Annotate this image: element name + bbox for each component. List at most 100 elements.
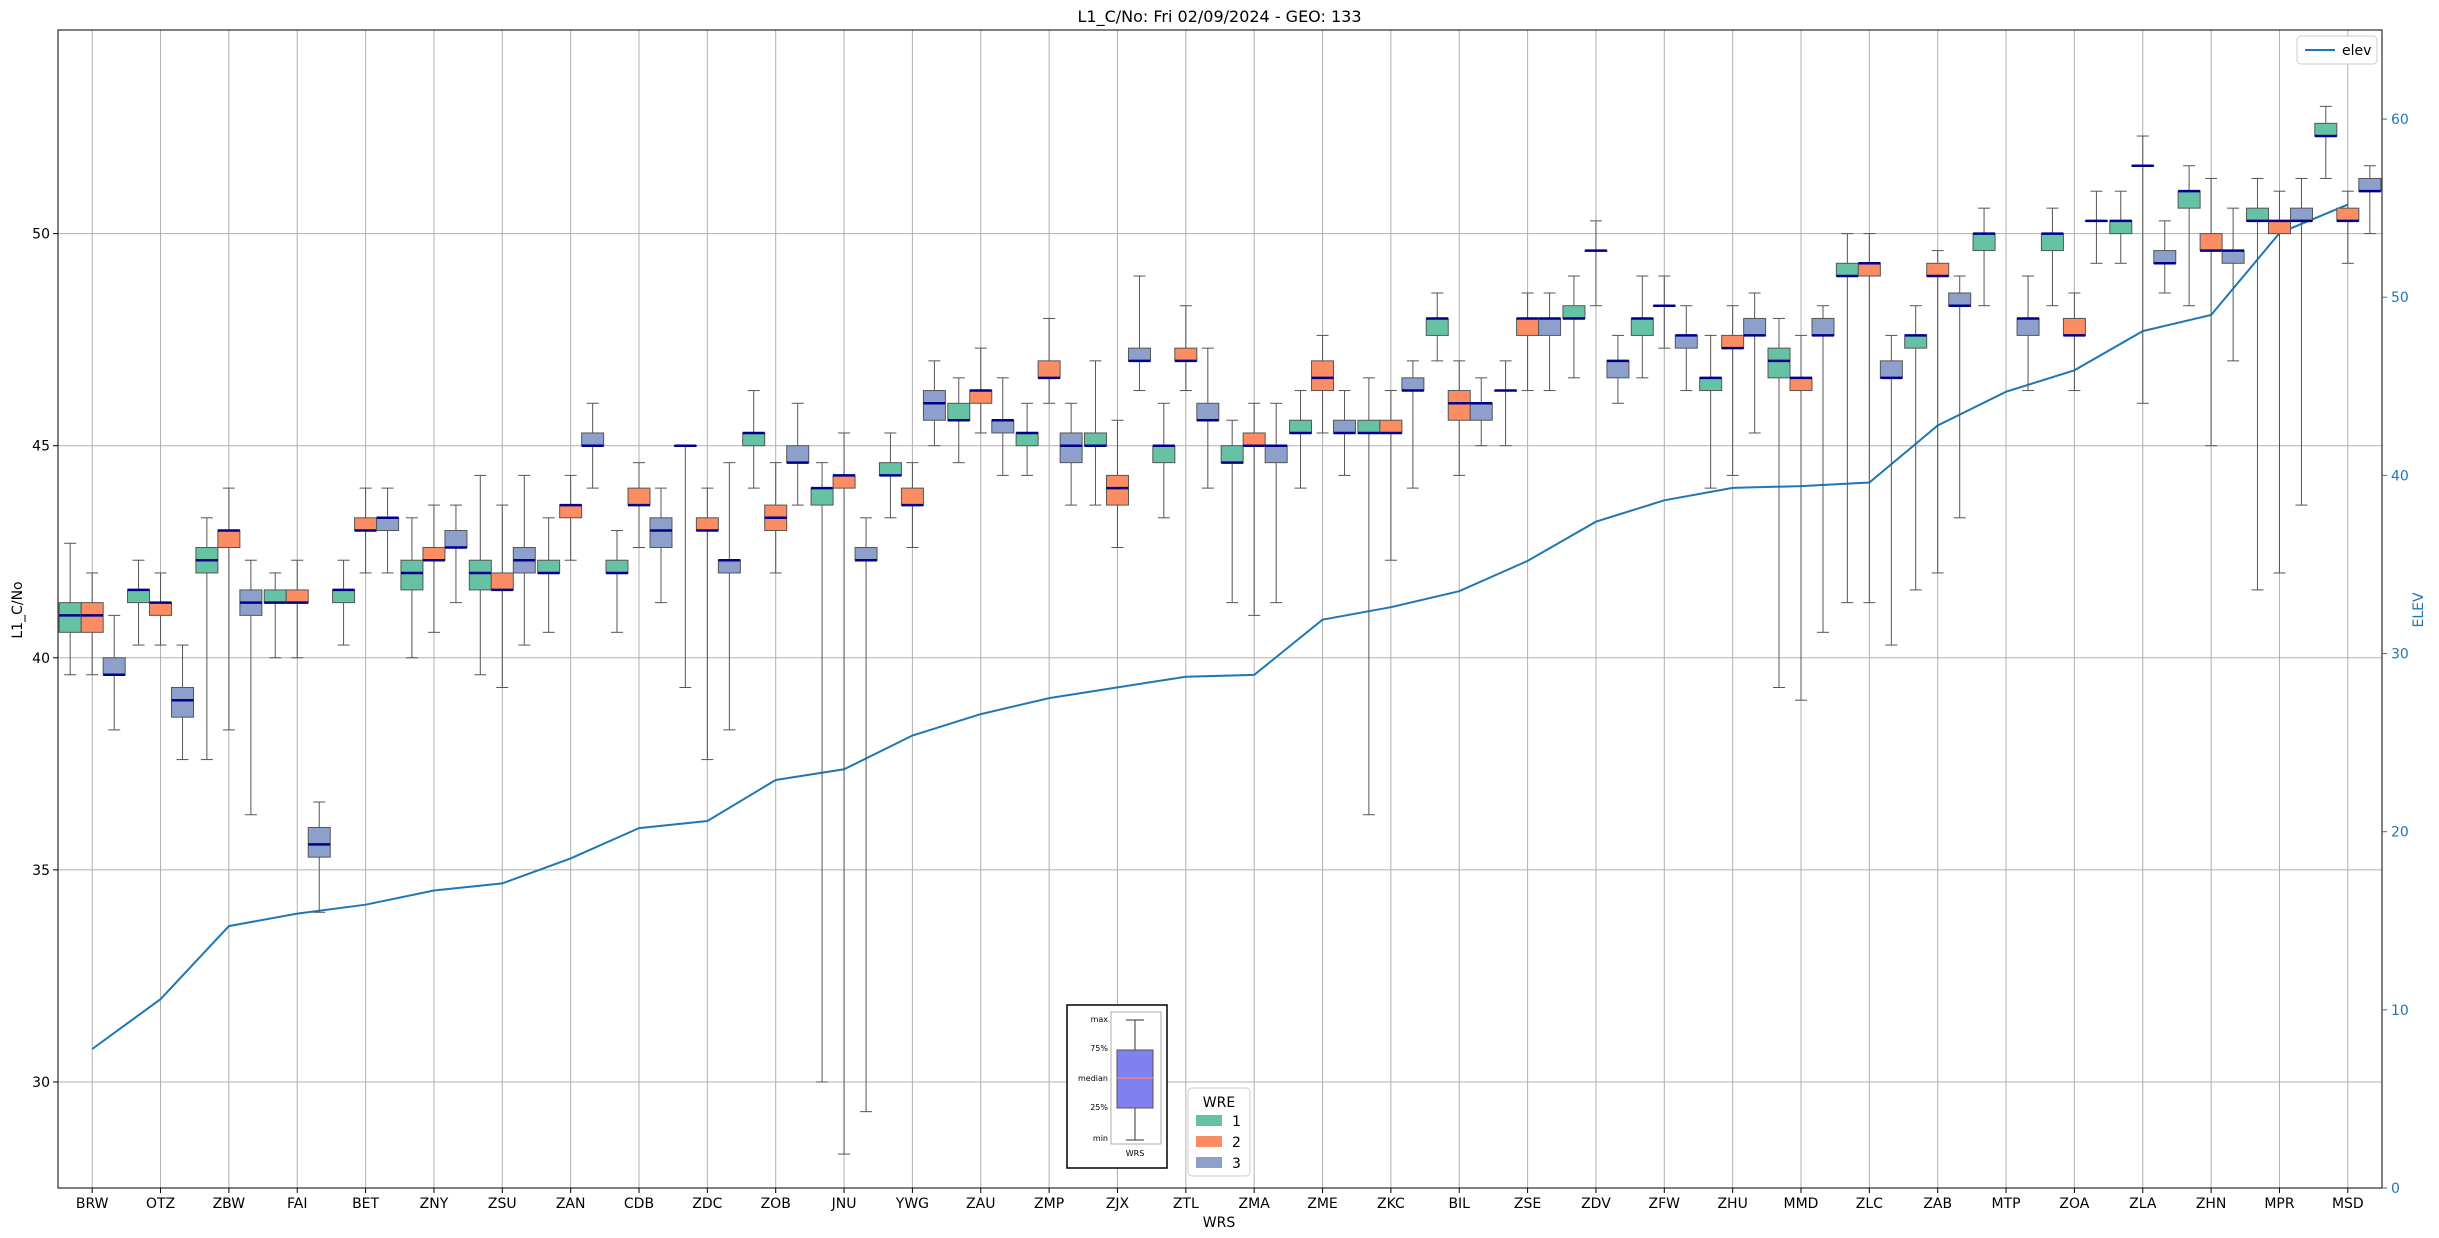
box-ywg-wre1 (878, 432, 902, 519)
box-body-zma-wre2 (1242, 432, 1266, 447)
box-body-zsu-wre2 (490, 572, 514, 591)
box-zme-wre3 (1333, 390, 1357, 476)
box-body-fai-wre3 (307, 826, 331, 858)
box-jnu-wre3 (854, 517, 878, 1113)
box-body-zlc-wre2 (1857, 262, 1881, 277)
x-tick-label-zsu: ZSU (488, 1196, 517, 1212)
x-tick-label-zla: ZLA (2129, 1196, 2157, 1212)
box-jnu-wre1 (810, 462, 834, 1083)
box-body-zse-wre2 (1516, 317, 1540, 336)
box-zab-wre1 (1904, 305, 1928, 591)
legend-wre-title: WRE (1203, 1095, 1235, 1111)
x-tick-label-zny: ZNY (420, 1196, 449, 1212)
guide-box (1116, 1049, 1154, 1109)
box-zab-wre3 (1948, 275, 1972, 519)
box-body-msd-wre1 (2314, 122, 2338, 137)
box-zmp-wre2 (1037, 317, 1061, 404)
box-body-ywg-wre2 (900, 487, 924, 506)
box-body-otz-wre2 (149, 602, 173, 616)
box-body-ztl-wre2 (1174, 347, 1198, 362)
box-bil-wre1 (1425, 292, 1449, 362)
box-zma-wre2 (1242, 402, 1266, 616)
x-tick-label-zdv: ZDV (1581, 1196, 1611, 1212)
box-body-mmd-wre1 (1767, 347, 1791, 379)
box-msd-wre2 (2336, 190, 2360, 264)
box-body-zla-wre1 (2109, 220, 2133, 235)
x-tick-label-mmd: MMD (1784, 1196, 1819, 1212)
y2-tick-label-20: 20 (2391, 825, 2409, 841)
box-body-bet-wre3 (376, 517, 400, 532)
box-zan-wre3 (581, 402, 605, 489)
y-axis-label: L1_C/No (10, 581, 26, 638)
box-zjx-wre2 (1105, 419, 1129, 548)
guide-label-4: min (1093, 1134, 1108, 1143)
box-zbw-wre1 (195, 517, 219, 761)
x-tick-label-zdc: ZDC (692, 1196, 722, 1212)
box-body-brw-wre3 (102, 657, 126, 676)
box-body-cdb-wre1 (605, 559, 629, 574)
chart-title: L1_C/No: Fri 02/09/2024 - GEO: 133 (1077, 7, 1361, 27)
box-body-zab-wre3 (1948, 292, 1972, 307)
box-body-zbw-wre2 (217, 530, 241, 548)
x-tick-label-ywg: YWG (895, 1196, 929, 1212)
box-zse-wre2 (1516, 292, 1540, 392)
legend-wre-frame (1187, 1087, 1251, 1177)
box-zob-wre1 (742, 390, 766, 489)
legend-elev: elev (2296, 35, 2378, 65)
box-body-zoa-wre2 (2062, 317, 2086, 336)
legend-wre-label-2: 2 (1232, 1135, 1241, 1151)
y2-tick-label-0: 0 (2391, 1181, 2400, 1197)
box-zau-wre1 (947, 377, 971, 464)
box-zdc-wre1 (673, 444, 697, 688)
box-body-zab-wre2 (1926, 262, 1950, 277)
box-zbw-wre2 (217, 487, 241, 731)
x-tick-label-zmp: ZMP (1034, 1196, 1064, 1212)
box-ywg-wre2 (900, 462, 924, 548)
box-body-mpr-wre3 (2289, 207, 2313, 222)
x-tick-label-msd: MSD (2332, 1196, 2364, 1212)
box-body-zau-wre1 (947, 402, 971, 421)
x-tick-label-zhn: ZHN (2196, 1196, 2227, 1212)
x-tick-label-cdb: CDB (624, 1196, 654, 1212)
box-zhu-wre3 (1743, 292, 1767, 434)
x-tick-label-ztl: ZTL (1173, 1196, 1199, 1212)
box-zbw-wre3 (239, 559, 263, 816)
box-body-ywg-wre1 (878, 462, 902, 476)
y-axis-right: 0 10 20 30 40 50 60 (2382, 112, 2409, 1197)
y-tick-label-30: 30 (32, 1075, 50, 1091)
box-zlc-wre1 (1835, 233, 1859, 604)
x-axis-label: WRS (1203, 1215, 1236, 1231)
box-body-mtp-wre1 (1972, 233, 1996, 252)
box-body-zhu-wre2 (1721, 334, 1745, 349)
box-body-zmp-wre2 (1037, 360, 1061, 379)
x-tick-label-zma: ZMA (1239, 1196, 1271, 1212)
y-axis-left: 30 35 40 45 50 (32, 227, 58, 1091)
box-body-zme-wre1 (1289, 419, 1313, 434)
box-zob-wre2 (764, 462, 788, 574)
box-body-otz-wre1 (127, 589, 151, 604)
box-body-zau-wre3 (991, 419, 1015, 434)
box-body-zmp-wre1 (1015, 432, 1039, 447)
box-body-zmp-wre3 (1059, 432, 1083, 464)
box-zfw-wre1 (1630, 275, 1654, 379)
box-zhn-wre2 (2199, 177, 2223, 447)
box-body-jnu-wre2 (832, 474, 856, 489)
box-zsu-wre2 (490, 504, 514, 688)
box-zny-wre3 (444, 504, 468, 604)
legend-wre-swatch-1 (1196, 1115, 1222, 1126)
box-zny-wre2 (422, 504, 446, 633)
box-fai-wre3 (307, 801, 331, 913)
box-jnu-wre2 (832, 432, 856, 1155)
x-tick-label-jnu: JNU (831, 1196, 857, 1212)
box-body-zjx-wre2 (1105, 474, 1129, 506)
box-msd-wre3 (2358, 165, 2382, 235)
x-tick-label-zjx: ZJX (1106, 1196, 1130, 1212)
box-bet-wre3 (376, 487, 400, 574)
box-body-zkc-wre1 (1357, 419, 1381, 434)
box-body-bil-wre2 (1447, 390, 1471, 421)
box-body-fai-wre2 (285, 589, 309, 604)
box-body-mmd-wre2 (1789, 377, 1813, 392)
box-body-zan-wre3 (581, 432, 605, 447)
box-zma-wre3 (1264, 402, 1288, 604)
box-body-zny-wre1 (400, 559, 424, 591)
